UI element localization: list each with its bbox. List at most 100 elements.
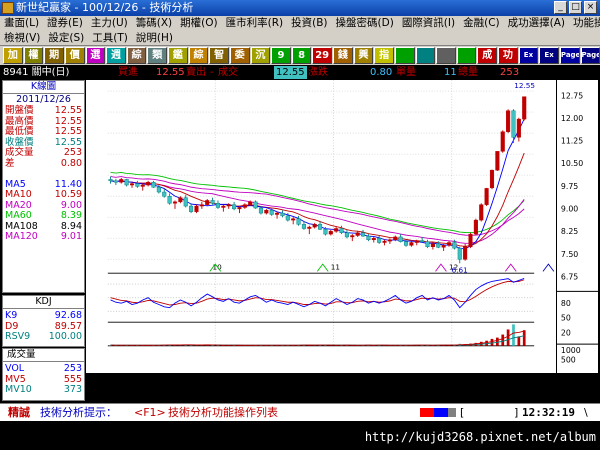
price-tick-label: 7.50 <box>561 250 578 259</box>
menu-item[interactable]: 籌碼(X) <box>135 17 173 29</box>
toolbar-button[interactable]: 類 <box>147 47 167 64</box>
volume-header[interactable]: 成交量 <box>3 349 84 362</box>
candle-body <box>226 204 231 207</box>
toolbar-button[interactable] <box>394 47 415 64</box>
indicator-value: 12.55 <box>54 115 82 127</box>
toolbar-button[interactable]: 8 <box>291 47 312 64</box>
signal-marker <box>316 263 329 272</box>
candle-body <box>248 201 253 205</box>
month-label: 11 <box>331 263 340 272</box>
toolbar-button[interactable]: 9 <box>271 47 291 64</box>
toolbar-button[interactable]: 期 <box>44 47 64 64</box>
candle-body <box>242 204 247 208</box>
menu-item[interactable]: 畫面(L) <box>4 17 40 29</box>
hint-key[interactable]: <F1> <box>134 406 166 419</box>
menu-item[interactable]: 功能操作(F) <box>573 17 600 29</box>
candle-body <box>436 243 441 248</box>
toolbar-button[interactable]: 綜 <box>126 47 147 64</box>
toolbar-button[interactable]: 成 <box>477 47 497 64</box>
price-tick-label: 12.75 <box>561 91 583 100</box>
month-label: 12 <box>449 263 458 272</box>
toolbar-button[interactable] <box>436 47 456 64</box>
menu-item[interactable]: 成功選擇(A) <box>507 17 566 29</box>
toolbar-button[interactable]: 錢 <box>333 47 353 64</box>
brand-label: 精誠 <box>8 406 30 419</box>
toolbar-button[interactable]: 功 <box>498 47 518 64</box>
menu-item[interactable]: 證券(E) <box>47 17 83 29</box>
progress-bracket-right: ] <box>514 406 519 419</box>
toolbar-button[interactable]: 興 <box>353 47 374 64</box>
candle-body <box>194 205 199 212</box>
minimize-button[interactable]: _ <box>554 1 567 14</box>
hint-text[interactable]: 技術分析功能操作列表 <box>168 406 278 419</box>
toolbar-button[interactable]: 鑑 <box>168 47 188 64</box>
indicator-row: 最高價 12.55 <box>3 115 84 128</box>
toolbar-button[interactable]: 加 <box>3 47 23 64</box>
menu-item[interactable]: 操盤密碼(D) <box>335 17 394 29</box>
change-label: 漲跌 <box>308 67 328 78</box>
menu-item[interactable]: 主力(U) <box>90 17 128 29</box>
maximize-button[interactable]: □ <box>569 1 582 14</box>
toolbar-button[interactable]: Ex <box>539 47 559 64</box>
candle-body <box>172 201 178 204</box>
toolbar-button[interactable]: Page <box>559 47 580 64</box>
indicator-label: RSV9 <box>5 331 31 342</box>
close-button[interactable]: × <box>584 1 597 14</box>
menu-item[interactable]: 工具(T) <box>92 32 128 44</box>
indicator-label: 差 <box>5 157 15 169</box>
total-value: 253 <box>500 67 520 78</box>
volume-bar <box>506 329 510 346</box>
menu-item[interactable]: 金融(C) <box>463 17 500 29</box>
toolbar-button[interactable] <box>456 47 477 64</box>
toolbar-button[interactable]: 價 <box>64 47 85 64</box>
indicator-value: 12.55 <box>54 126 82 137</box>
candle-body <box>500 131 505 152</box>
candle-body <box>210 200 215 204</box>
candle-body <box>473 219 478 235</box>
candle-body <box>253 201 258 209</box>
indicator-label: K9 <box>5 310 18 321</box>
candle-body <box>452 242 457 249</box>
menu-item[interactable]: 期權(O) <box>180 17 218 29</box>
price-tick-label: 8.25 <box>561 227 578 236</box>
toolbar-button[interactable]: 權 <box>23 47 44 64</box>
volume-bar <box>205 345 209 346</box>
indicator-value: 253 <box>63 363 82 374</box>
toolbar-button[interactable]: 委 <box>229 47 250 64</box>
toolbar-button[interactable]: 指 <box>374 47 394 64</box>
indicator-label: D9 <box>5 320 19 332</box>
menu-item[interactable]: 設定(S) <box>48 32 85 44</box>
menu-item[interactable]: 檢視(V) <box>4 32 41 44</box>
menu-item[interactable]: 說明(H) <box>135 32 173 44</box>
candle-body <box>495 151 500 171</box>
toolbar-button[interactable]: 綜 <box>188 47 209 64</box>
indicator-value: 12.55 <box>54 136 82 148</box>
menu-item[interactable]: 匯市利率(R) <box>225 17 284 29</box>
menu-item[interactable]: 國際資訊(I) <box>401 17 456 29</box>
panel-header[interactable]: K線圖 <box>3 81 84 94</box>
candle-body <box>124 179 129 186</box>
candle-body <box>403 241 409 246</box>
menu-item[interactable]: 投資(B) <box>291 17 328 29</box>
indicator-value: 555 <box>63 373 82 385</box>
candle-body <box>183 197 188 207</box>
kd-header[interactable]: KDJ <box>3 296 84 309</box>
indicator-label: MA108 <box>5 220 38 232</box>
toolbar-button[interactable]: 週 <box>106 47 126 64</box>
toolbar-button[interactable]: 選 <box>85 47 106 64</box>
toolbar-button[interactable] <box>415 47 436 64</box>
indicator-row: D9 89.57 <box>3 320 84 333</box>
candle-body <box>146 181 151 186</box>
toolbar-button[interactable]: 智 <box>209 47 229 64</box>
toolbar-button[interactable]: Ex <box>518 47 539 64</box>
toolbar-button[interactable]: Page <box>580 47 600 64</box>
signal-marker <box>209 263 222 272</box>
toolbar-button[interactable]: 沉 <box>250 47 271 64</box>
status-light-gray <box>448 408 456 417</box>
toolbar-button[interactable]: 29 <box>312 47 332 64</box>
mv10-line <box>110 335 525 346</box>
candle-body <box>280 212 285 217</box>
candle-body <box>398 236 403 242</box>
candle-body <box>189 205 194 212</box>
